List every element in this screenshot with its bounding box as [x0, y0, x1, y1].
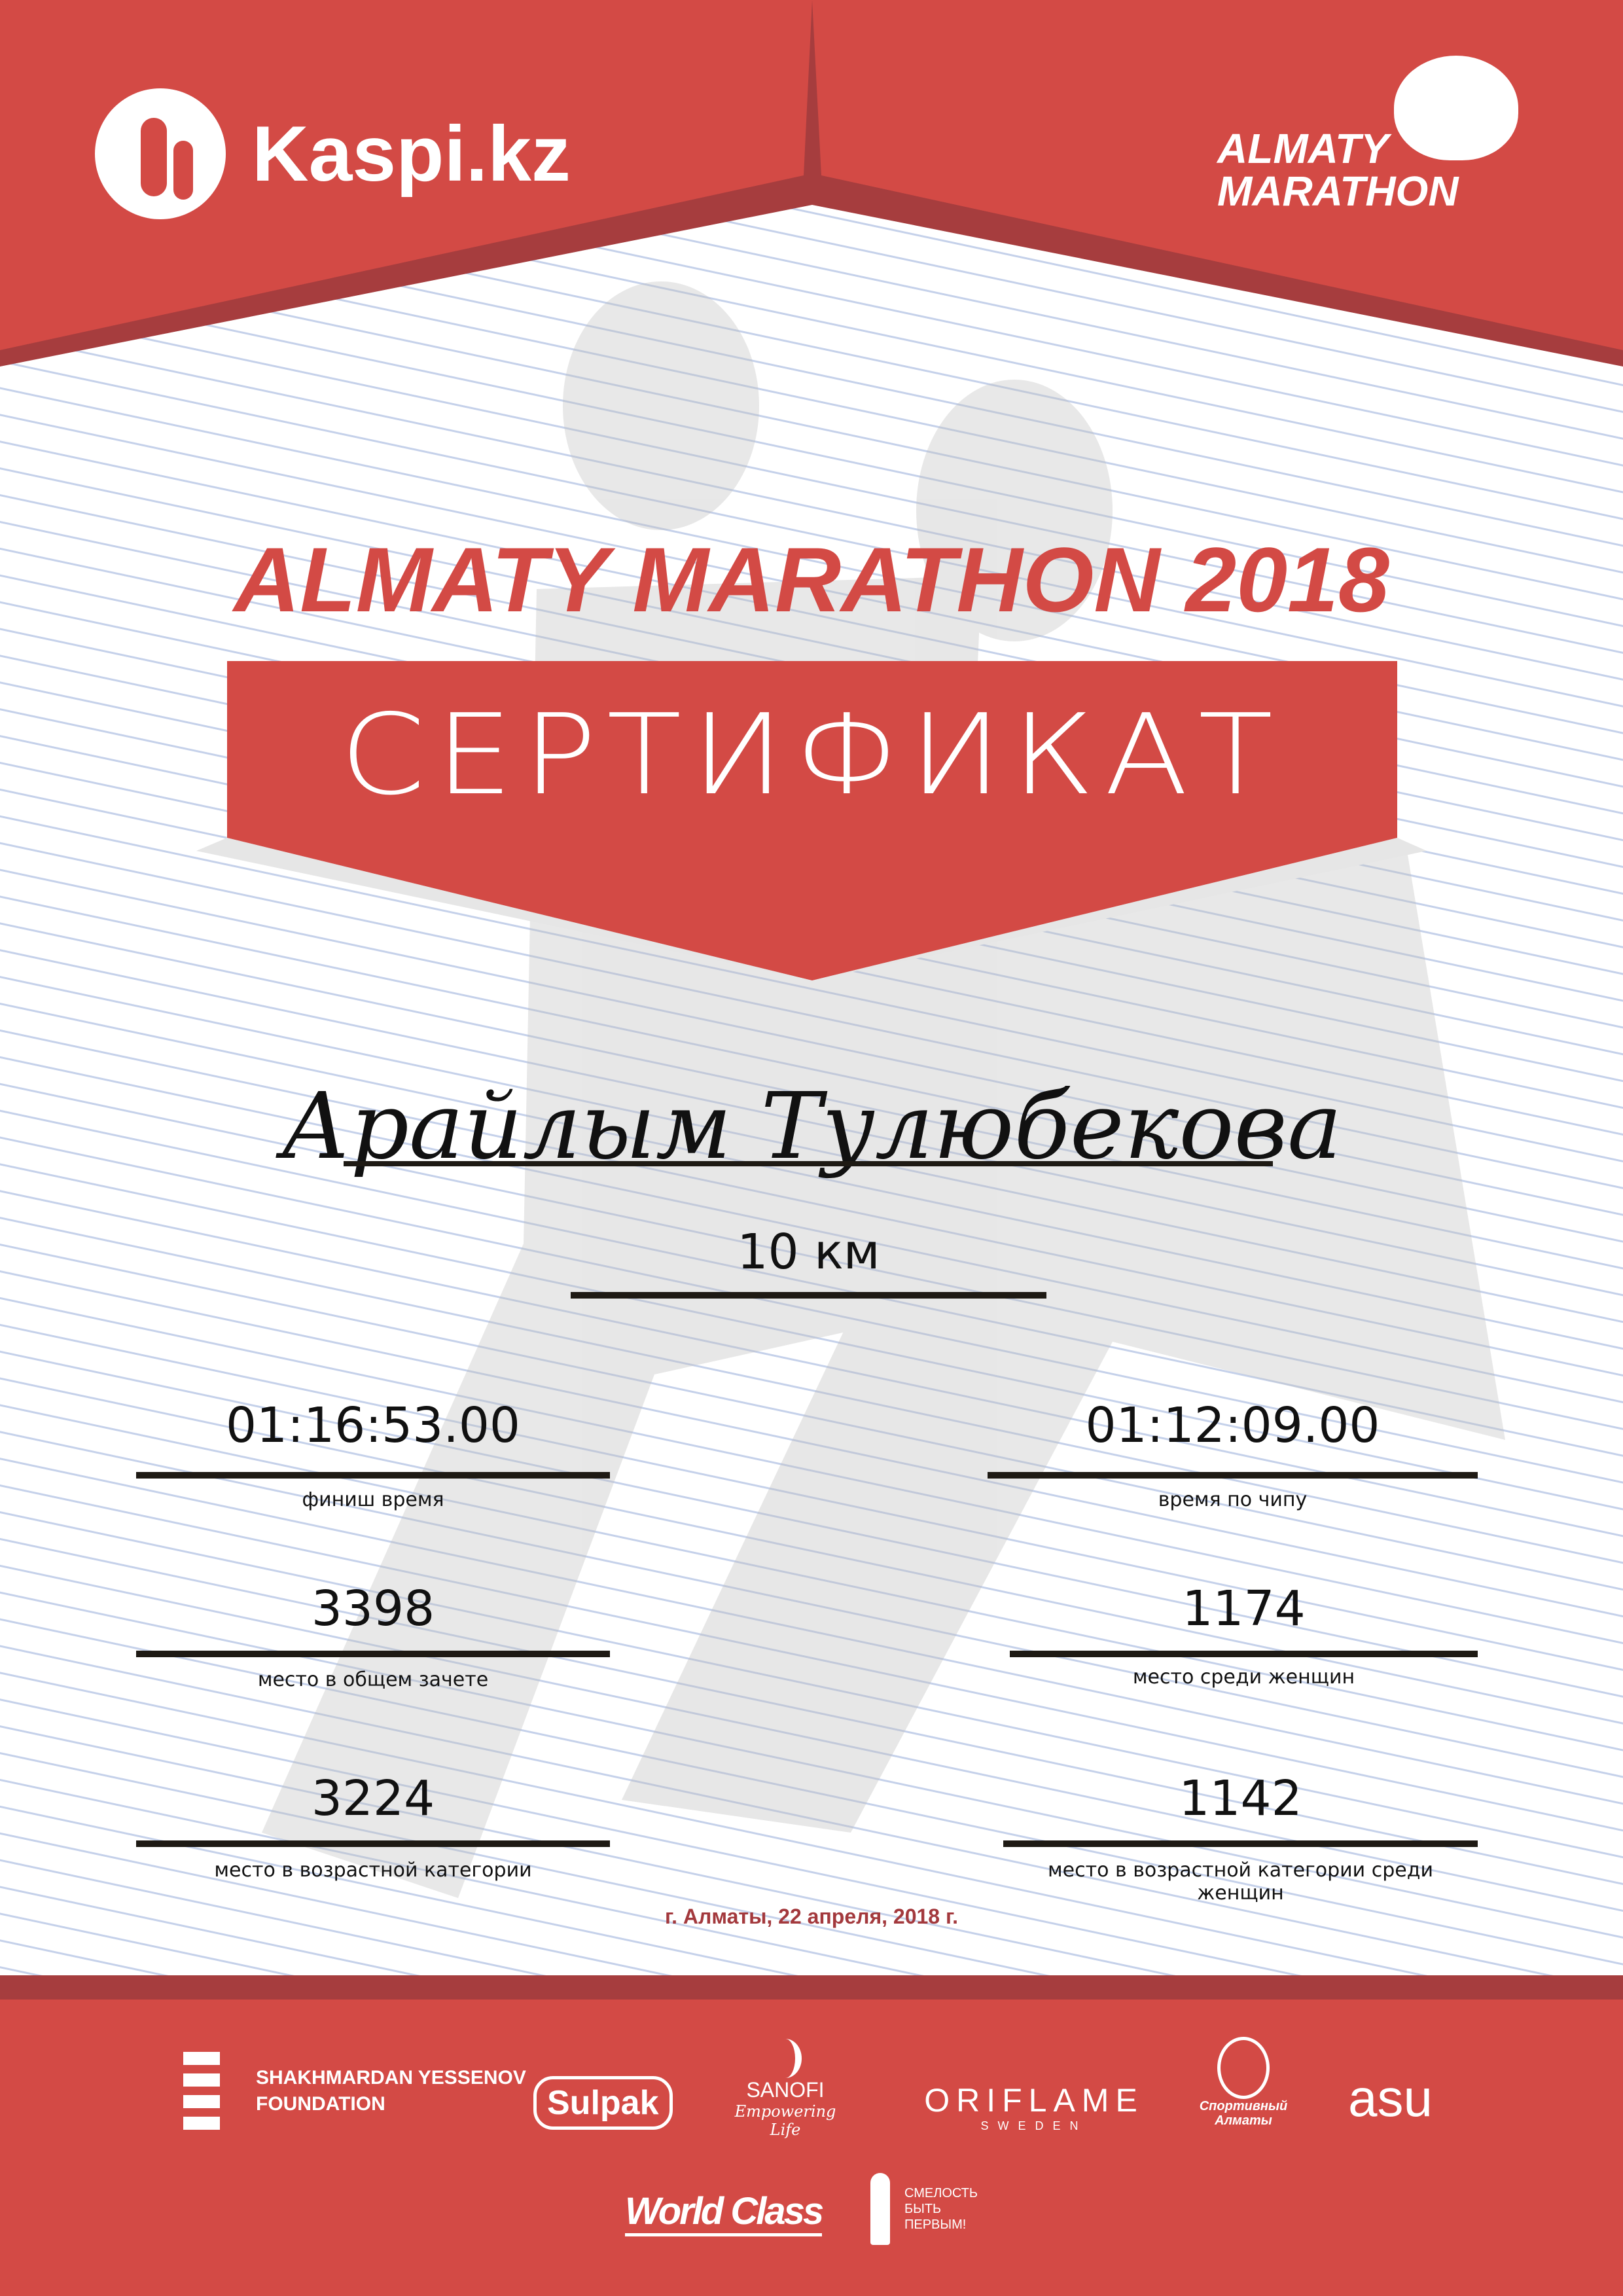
finish-time-value: 01:16:53.00 [225, 1397, 521, 1454]
finish-time-label: финиш время [302, 1488, 444, 1511]
age-place-label: место в возрастной категории [214, 1859, 532, 1882]
name-strike-line [344, 1161, 1273, 1166]
smelost-fund-logo: СМЕЛОСТЬ БЫТЬ ПЕРВЫМ! [870, 2173, 978, 2245]
ribbon-text: СЕРТИФИКАТ [340, 691, 1283, 820]
women-age-place-value: 1142 [1179, 1770, 1302, 1827]
chip-time-value: 01:12:09.00 [1085, 1397, 1380, 1454]
footer [0, 1975, 1623, 2296]
kaspi-logo: Kaspi.kz [95, 88, 571, 219]
divider [136, 1472, 610, 1479]
divider [1003, 1840, 1478, 1847]
sanofi-logo: SANOFI Empowering Life [726, 2039, 844, 2139]
age-place-value: 3224 [311, 1770, 435, 1827]
header-banner [0, 0, 1623, 367]
sport-almaty-emblem-icon [1217, 2037, 1270, 2099]
distance-value: 10 км [737, 1224, 880, 1280]
sulpak-logo: Sulpak [533, 2076, 673, 2130]
oriflame-logo: ORIFLAME SWEDEN [924, 2082, 1144, 2132]
divider [136, 1651, 610, 1657]
women-age-place-label: место в возрастной категории среди женщи… [1048, 1859, 1433, 1905]
women-place-value: 1174 [1182, 1581, 1306, 1637]
footer-dark-band [0, 1975, 1623, 2000]
almaty-marathon-logo: ALMATY MARATHON [1217, 56, 1525, 215]
runner-icon [1394, 56, 1518, 160]
women-place-label: место среди женщин [1132, 1666, 1355, 1689]
kaspi-icon [95, 88, 226, 219]
distance-underline [571, 1292, 1046, 1299]
smelost-figure-icon [870, 2173, 890, 2245]
divider [1010, 1651, 1478, 1657]
chip-time-label: время по чипу [1158, 1488, 1308, 1511]
kaspi-logo-text: Kaspi.kz [252, 110, 571, 198]
overall-place-value: 3398 [311, 1581, 435, 1637]
sport-almaty-logo: Спортивный Алматы [1198, 2037, 1289, 2128]
yessenov-icon [183, 2052, 220, 2130]
world-class-logo: World Class [625, 2189, 824, 2236]
ribbon [196, 661, 1427, 980]
divider [136, 1840, 610, 1847]
asu-logo: asu [1348, 2069, 1433, 2127]
date-place: г. Алматы, 22 апреля, 2018 г. [665, 1905, 958, 1928]
divider [988, 1472, 1478, 1479]
yessenov-foundation-logo: SHAKHMARDAN YESSENOV FOUNDATION [183, 2052, 526, 2130]
overall-place-label: место в общем зачете [257, 1668, 489, 1691]
sanofi-icon [769, 2039, 802, 2078]
certificate-title: ALMATY MARATHON 2018 [234, 528, 1389, 631]
